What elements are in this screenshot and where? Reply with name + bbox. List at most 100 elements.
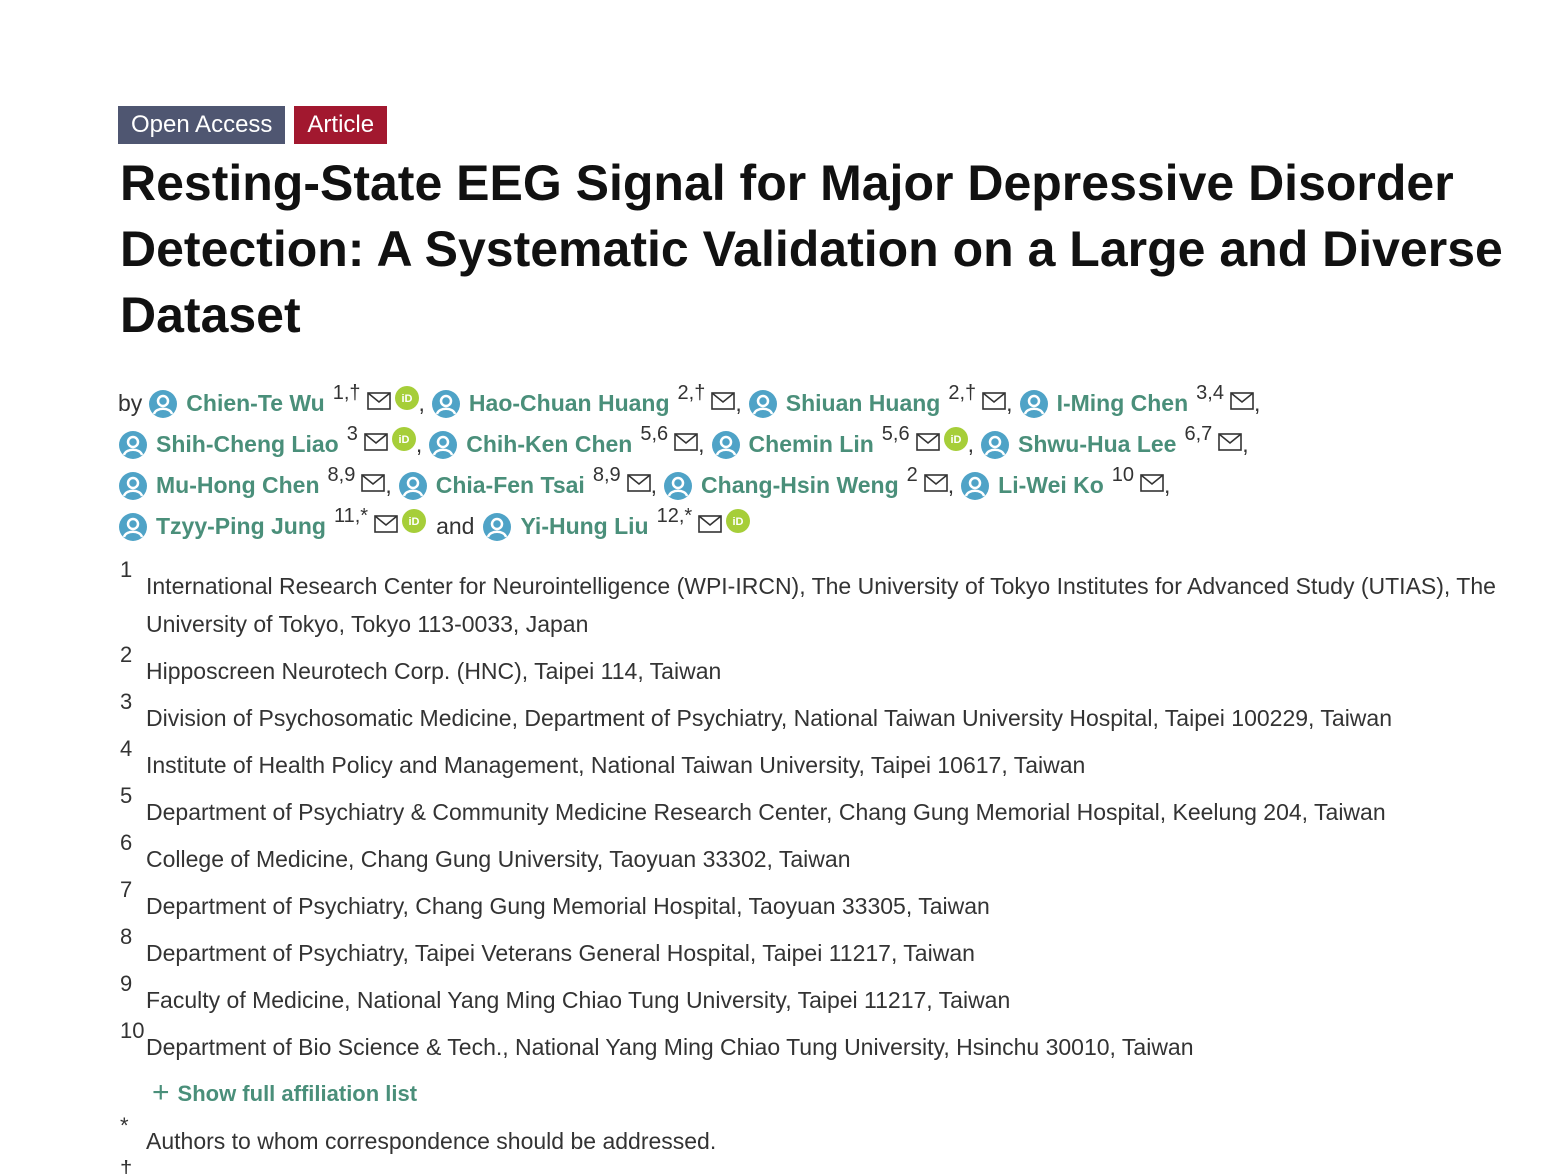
author-profile-icon[interactable]: [663, 471, 693, 501]
author-separator: ,: [385, 472, 392, 498]
email-icon[interactable]: [364, 430, 388, 451]
orcid-icon[interactable]: iD: [402, 508, 427, 533]
email-icon[interactable]: [674, 430, 698, 451]
email-icon[interactable]: [923, 471, 948, 492]
show-full-label: Show full affiliation list: [177, 1081, 418, 1106]
affiliation-item: 9 Faculty of Medicine, National Yang Ming…: [120, 971, 1520, 1019]
affiliation-number: 4: [120, 736, 133, 761]
email-icon[interactable]: [698, 512, 723, 533]
affiliation-number: 10: [120, 1018, 145, 1043]
author-separator: ,: [1164, 472, 1171, 498]
author-profile-icon[interactable]: [748, 389, 778, 419]
affiliation-number: 7: [120, 877, 133, 902]
svg-text:iD: iD: [401, 393, 412, 405]
affiliation-text: Department of Psychiatry, Taipei Veteran…: [146, 940, 975, 966]
email-icon[interactable]: [1230, 389, 1254, 410]
orcid-icon[interactable]: iD: [943, 426, 968, 451]
author-item: Chang-Hsin Weng 2: [663, 464, 948, 501]
email-icon[interactable]: [982, 389, 1006, 410]
author-affiliation-sup: 10: [1111, 464, 1135, 486]
author-affiliation-sup: 3,4: [1196, 382, 1224, 404]
author-separator: ,: [947, 472, 955, 498]
author-separator: ,: [698, 431, 705, 457]
author-separator: ,: [418, 390, 425, 416]
author-profile-icon[interactable]: [148, 389, 178, 419]
affiliation-number: 9: [120, 971, 133, 996]
author-profile-icon[interactable]: [398, 471, 428, 501]
author-item: Yi-Hung Liu 12,* iD: [482, 505, 751, 542]
orcid-icon[interactable]: iD: [394, 385, 419, 410]
orcid-icon[interactable]: iD: [726, 508, 751, 533]
author-name-link[interactable]: Chia-Fen Tsai: [435, 472, 585, 498]
badge-row: Open Access Article: [118, 106, 388, 144]
svg-text:iD: iD: [733, 516, 744, 528]
author-profile-icon[interactable]: [980, 430, 1010, 460]
email-icon[interactable]: [366, 389, 391, 410]
author-profile-icon[interactable]: [1019, 389, 1049, 419]
author-name-link[interactable]: Mu-Hong Chen: [156, 472, 320, 498]
author-name-link[interactable]: Chang-Hsin Weng: [701, 472, 899, 498]
author-line: Shih-Cheng Liao 3 iD, Chih-Ken Chen 5,6, Chem…: [118, 423, 1518, 465]
author-profile-icon[interactable]: [428, 430, 458, 460]
email-icon[interactable]: [361, 471, 386, 492]
author-profile-icon[interactable]: [711, 430, 741, 460]
author-profile-icon[interactable]: [960, 471, 990, 501]
author-affiliation-sup: 2: [906, 464, 918, 486]
author-name-link[interactable]: Chemin Lin: [748, 431, 874, 457]
author-separator: ,: [967, 431, 974, 457]
author-profile-icon[interactable]: [118, 471, 148, 501]
author-item: Shiuan Huang 2,†: [748, 382, 1006, 419]
author-note: * Authors to whom correspondence should b…: [120, 1113, 1520, 1161]
author-name-link[interactable]: Li-Wei Ko: [998, 472, 1104, 498]
show-full-affiliation-button[interactable]: + Show full affiliation list: [152, 1076, 418, 1111]
author-item: Shih-Cheng Liao 3 iD: [118, 423, 416, 460]
author-name-link[interactable]: Hao-Chuan Huang: [468, 390, 670, 416]
author-name-link[interactable]: Chien-Te Wu: [186, 390, 325, 416]
email-icon[interactable]: [711, 389, 736, 410]
author-name-link[interactable]: Shih-Cheng Liao: [156, 431, 339, 457]
email-icon[interactable]: [1140, 471, 1164, 492]
author-profile-icon[interactable]: [431, 389, 461, 419]
author-separator: ,: [735, 390, 742, 416]
author-profile-icon[interactable]: [482, 512, 512, 542]
author-item: Chia-Fen Tsai 8,9: [398, 464, 651, 501]
author-affiliation-sup: 6,7: [1184, 423, 1213, 445]
author-name-link[interactable]: Tzyy-Ping Jung: [156, 513, 326, 539]
author-name-link[interactable]: Shwu-Hua Lee: [1017, 431, 1177, 457]
author-separator: ,: [1006, 390, 1013, 416]
email-icon[interactable]: [374, 512, 398, 533]
affiliation-text: Department of Psychiatry & Community Med…: [146, 799, 1386, 825]
author-name-link[interactable]: Chih-Ken Chen: [466, 431, 633, 457]
open-access-badge[interactable]: Open Access: [118, 106, 286, 144]
affiliation-item: 6 College of Medicine, Chang Gung Univers…: [120, 830, 1520, 878]
author-item: Mu-Hong Chen 8,9: [118, 464, 386, 501]
affiliation-text: Department of Psychiatry, Chang Gung Mem…: [146, 893, 990, 919]
author-list: by Chien-Te Wu 1,† iD, Hao-Chuan Huang 2,†, Sh…: [118, 382, 1518, 547]
orcid-icon[interactable]: iD: [391, 426, 416, 451]
author-separator: ,: [650, 472, 658, 498]
svg-text:iD: iD: [409, 516, 420, 528]
author-name-link[interactable]: I-Ming Chen: [1056, 390, 1189, 416]
affiliations: 1 International Research Center for Neuro…: [120, 557, 1520, 1066]
note-symbol: *: [120, 1113, 129, 1138]
article-type-badge: Article: [294, 106, 388, 144]
note-text: These authors contributed equally to thi…: [146, 1164, 631, 1174]
email-icon[interactable]: [1218, 430, 1243, 451]
author-name-link[interactable]: Yi-Hung Liu: [520, 513, 649, 539]
author-affiliation-sup: 11,*: [333, 505, 369, 527]
author-name-link[interactable]: Shiuan Huang: [785, 390, 941, 416]
author-profile-icon[interactable]: [118, 512, 148, 542]
author-affiliation-sup: 2,†: [948, 382, 977, 404]
svg-text:iD: iD: [950, 434, 961, 446]
affiliation-item: 7 Department of Psychiatry, Chang Gung Me…: [120, 877, 1520, 925]
author-affiliation-sup: 8,9: [327, 464, 356, 486]
email-icon[interactable]: [915, 430, 940, 451]
email-icon[interactable]: [626, 471, 651, 492]
svg-text:iD: iD: [398, 434, 409, 446]
affiliation-text: Hipposcreen Neurotech Corp. (HNC), Taipe…: [146, 658, 722, 684]
affiliation-text: Faculty of Medicine, National Yang Ming …: [146, 987, 1011, 1013]
affiliation-number: 2: [120, 642, 133, 667]
affiliation-list: 1 International Research Center for Neuro…: [120, 557, 1520, 1174]
author-separator: ,: [415, 431, 423, 457]
author-profile-icon[interactable]: [118, 430, 148, 460]
